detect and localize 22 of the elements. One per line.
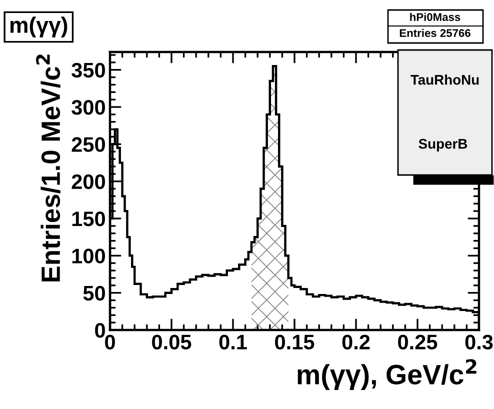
y-axis-title: Entries/1.0 MeV/c$^{2}$ (36, 54, 60, 282)
x-tick-label: 0.2 (342, 334, 370, 350)
x-tick-label: 0.05 (152, 334, 192, 350)
annotation: TauRhoNu (410, 74, 479, 85)
x-tick-label: 0 (105, 334, 115, 350)
x-tick-label: 0.3 (465, 334, 493, 350)
text: Entries 25766 (400, 28, 470, 37)
annotation: SuperB (418, 138, 468, 152)
y-tick-label: 300 (72, 100, 105, 115)
x-tick-label: 0.25 (398, 334, 438, 350)
y-tick-label: 350 (72, 62, 105, 78)
x-tick-label: 0.15 (275, 334, 314, 350)
y-tick-label: 250 (72, 137, 105, 152)
y-tick-label: 0 (95, 323, 105, 338)
x-axis-title: m(γγ), GeV/c$^{2}$ (298, 359, 476, 390)
x-tick-label: 0.1 (219, 334, 247, 350)
y-tick-label: 50 (83, 286, 105, 301)
y-tick-label: 100 (72, 248, 105, 264)
text: hPi0Mass (410, 12, 460, 21)
y-tick-label: 200 (72, 174, 105, 190)
y-tick-label: 150 (72, 212, 105, 226)
chart-title: m(γγ) (10, 16, 68, 38)
